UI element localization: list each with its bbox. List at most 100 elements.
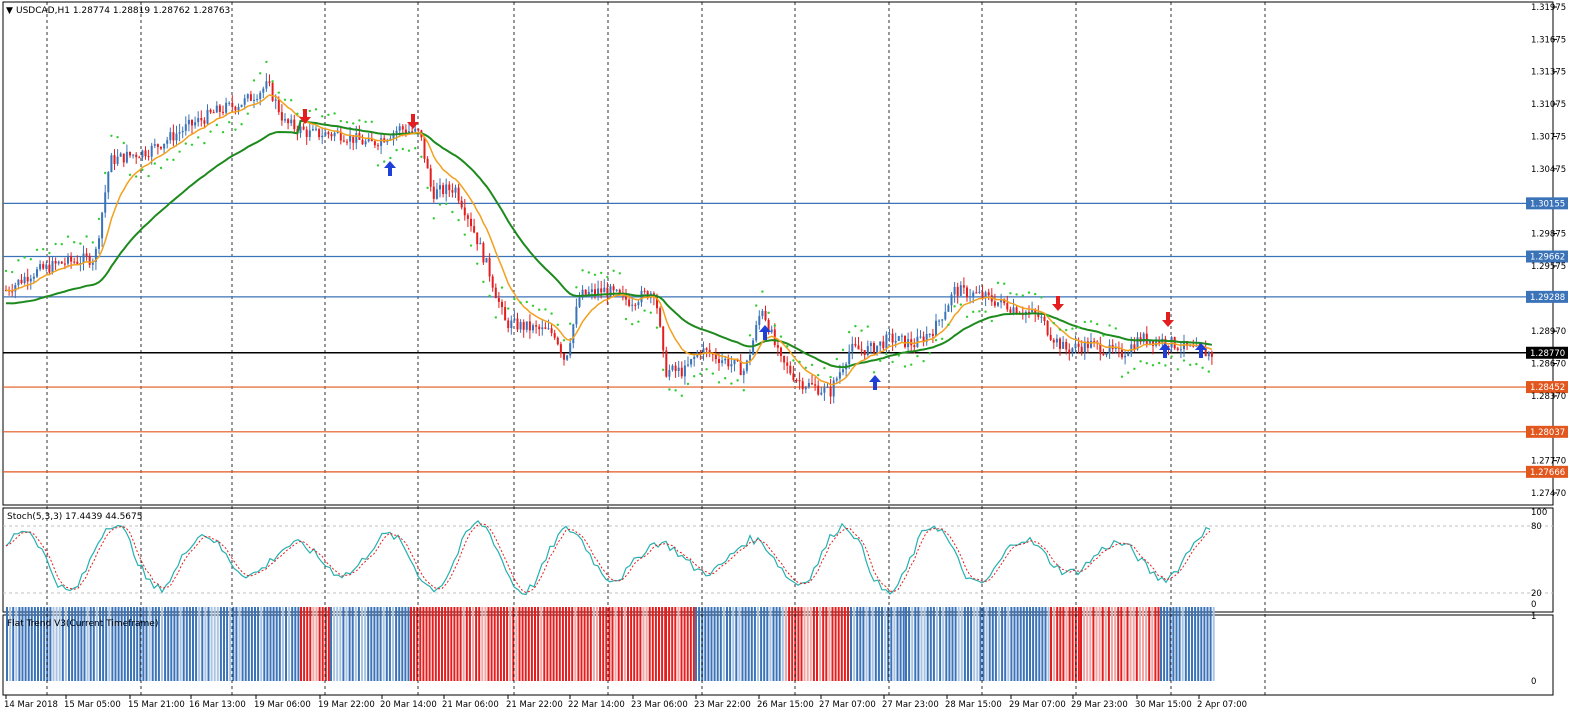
psar-dot — [686, 382, 690, 386]
level-price-label: 1.29288 — [1530, 293, 1565, 303]
psar-dot — [934, 339, 938, 342]
psar-dot — [370, 120, 373, 124]
candle-body — [532, 325, 534, 331]
flat-trend-bar — [571, 607, 574, 681]
flat-trend-bar — [330, 607, 332, 681]
flat-trend-bar — [80, 607, 83, 681]
candle-body — [972, 292, 975, 297]
flat-trend-bar — [847, 607, 849, 681]
flat-trend-bar — [1206, 607, 1209, 681]
candle-body — [26, 276, 29, 282]
flat-trend-bar — [686, 607, 689, 681]
psar-dot — [1046, 314, 1049, 317]
flat-trend-bar — [1007, 607, 1010, 681]
candle-body — [398, 126, 401, 131]
candle-body — [336, 131, 339, 133]
psar-dot — [891, 360, 894, 364]
psar-dot — [655, 326, 659, 329]
psar-dot — [252, 79, 256, 82]
psar-dot — [872, 371, 876, 374]
flat-trend-bar — [760, 607, 763, 681]
flat-trend-bar — [991, 607, 994, 681]
flat-trend-bar — [735, 607, 738, 681]
candle-body — [1142, 333, 1145, 342]
stoch-axis: 100 80 200 — [1531, 508, 1547, 610]
psar-dot — [29, 258, 32, 261]
candle-body — [163, 143, 166, 149]
flat-trend-bar — [413, 607, 416, 681]
flat-trend-bar — [395, 607, 398, 681]
psar-dot — [395, 148, 398, 152]
time-axis-label: 28 Mar 15:00 — [945, 700, 1002, 710]
flat-trend-bar — [859, 607, 862, 681]
candle-body — [259, 92, 262, 99]
flat-trend-bar — [176, 607, 179, 681]
time-axis-label: 27 Mar 23:00 — [882, 700, 939, 710]
psar-dot — [804, 366, 807, 369]
flat-trend-bar — [269, 607, 272, 681]
flat-trend-bar — [1022, 607, 1025, 681]
candle-body — [625, 293, 627, 300]
menu-arrow-icon[interactable]: ▼ — [6, 6, 13, 16]
candle-body — [969, 296, 972, 298]
candle-body — [491, 276, 494, 288]
candle-body — [17, 279, 20, 286]
flat-trend-bar — [315, 607, 318, 681]
candle-body — [212, 112, 215, 114]
candle-body — [39, 264, 42, 270]
candle-body — [1046, 321, 1049, 335]
candle-body — [1114, 347, 1117, 350]
flat-trend-bar — [456, 607, 459, 681]
flat-trend-bar — [979, 607, 982, 681]
flat-trend-bar — [970, 607, 973, 681]
candle-body — [860, 349, 863, 351]
level-price-label: 1.28770 — [1530, 349, 1565, 359]
psar-dot — [1189, 363, 1192, 367]
flat-trend-bar — [459, 607, 462, 681]
psar-dot — [345, 120, 349, 124]
candle-body — [550, 328, 553, 334]
candle-body — [535, 325, 538, 327]
flat-trend-bar — [99, 607, 101, 681]
candle-body — [1127, 353, 1130, 356]
flat-trend-bar — [831, 607, 834, 681]
candle-body — [758, 316, 761, 325]
candle-body — [234, 107, 237, 111]
flat-trend-bar — [379, 607, 382, 681]
psar-dot — [445, 202, 448, 206]
flat-trend-bar — [1138, 607, 1141, 681]
flat-trend-bar — [698, 607, 701, 681]
candle-body — [426, 158, 429, 169]
flat-trend-bar — [68, 607, 70, 681]
flat-trend-bar — [195, 607, 198, 681]
psar-dot — [1034, 292, 1037, 296]
candle-body — [702, 348, 705, 355]
horizontal-levels[interactable]: 1.30155 1.29662 1.29288 1.28770 1.28452 1.280… — [3, 197, 1568, 478]
flat-trend-bar — [201, 607, 204, 681]
psar-dot — [407, 149, 411, 152]
psar-dot — [649, 311, 652, 314]
candle-body — [804, 387, 807, 390]
flat-trend-bar — [404, 607, 407, 681]
psar-dot — [476, 262, 479, 265]
time-axis-label: 21 Mar 06:00 — [442, 700, 499, 710]
flat-trend-bar — [1059, 607, 1062, 681]
candle-body — [832, 380, 835, 397]
candle-body — [590, 289, 593, 292]
flat-trend-bar — [546, 607, 549, 681]
flat-trend-bar — [884, 607, 887, 681]
flat-trend-bar — [534, 607, 536, 681]
flat-trend-bar — [530, 607, 533, 681]
candle-body — [826, 386, 829, 388]
flat-trend-bar — [192, 607, 194, 681]
candle-body — [680, 367, 683, 377]
time-axis-label: 20 Mar 14:00 — [380, 700, 437, 710]
flat-trend-bar — [490, 607, 493, 681]
flat-trend-bar — [630, 607, 633, 681]
candle-body — [966, 287, 968, 298]
flat-trend-bar — [692, 607, 695, 681]
candle-body — [218, 105, 221, 112]
flat-trend-bar — [726, 607, 728, 681]
flat-trend-bar — [117, 607, 120, 681]
